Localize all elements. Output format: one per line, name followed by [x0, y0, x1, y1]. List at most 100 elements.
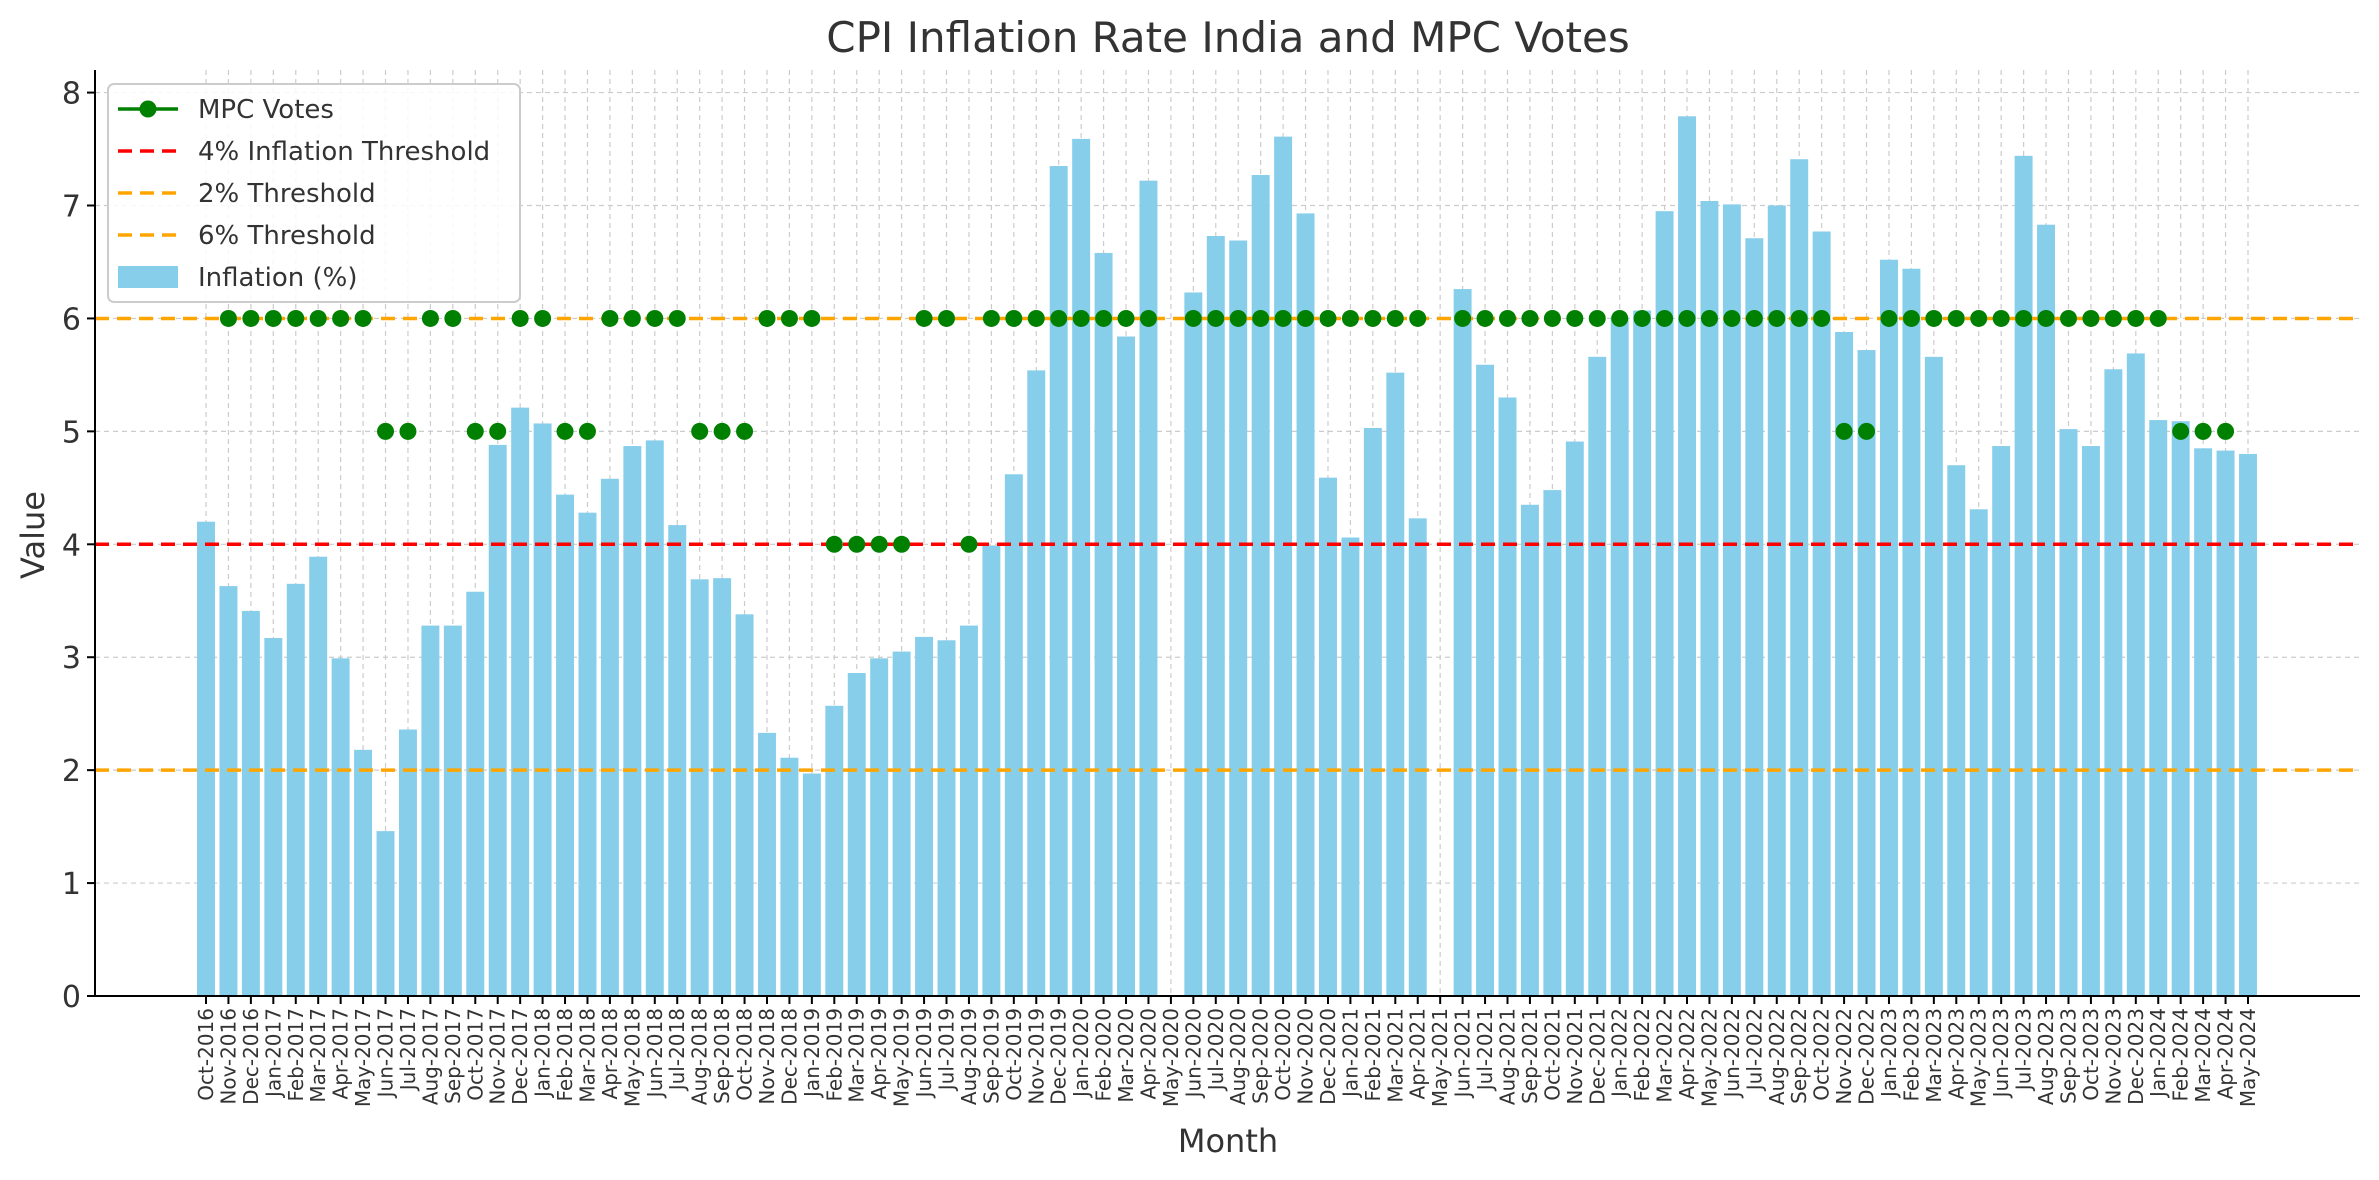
x-tick-label: Sep-2020 — [1249, 1008, 1273, 1104]
x-tick-label: Feb-2023 — [1899, 1008, 1923, 1102]
x-tick-label: Dec-2018 — [777, 1008, 801, 1105]
mpc-vote-marker — [1745, 309, 1763, 327]
inflation-bar — [1678, 116, 1696, 997]
inflation-bar — [915, 636, 934, 996]
inflation-bar — [2104, 369, 2123, 996]
mpc-vote-marker — [556, 422, 574, 440]
y-axis-title: Value — [14, 491, 52, 579]
inflation-bar — [847, 673, 866, 996]
inflation-bar — [1341, 537, 1360, 996]
inflation-bar — [1319, 477, 1337, 996]
mpc-vote-marker — [1297, 309, 1315, 327]
x-tick-label: Nov-2022 — [1832, 1008, 1856, 1105]
mpc-vote-marker — [1364, 309, 1382, 327]
inflation-bar — [1879, 259, 1898, 997]
x-tick-label: Jul-2021 — [1473, 1008, 1497, 1092]
x-tick-label: May-2021 — [1428, 1008, 1452, 1107]
legend-label: 2% Threshold — [198, 179, 376, 209]
mpc-vote-marker — [1498, 309, 1516, 327]
mpc-vote-marker — [2127, 309, 2145, 327]
inflation-bar — [1229, 240, 1248, 996]
mpc-vote-marker — [332, 309, 350, 327]
inflation-bar — [1072, 138, 1091, 996]
x-tick-label: Nov-2019 — [1024, 1008, 1048, 1105]
x-tick-label: May-2020 — [1159, 1008, 1183, 1107]
mpc-vote-marker — [1229, 309, 1247, 327]
inflation-bar — [488, 444, 507, 996]
x-tick-label: Jan-2023 — [1877, 1008, 1901, 1099]
inflation-bar — [937, 640, 956, 996]
x-tick-label: Oct-2021 — [1540, 1008, 1564, 1101]
inflation-bar — [1947, 465, 1966, 996]
mpc-vote-marker — [354, 309, 372, 327]
x-tick-label: Jan-2018 — [531, 1008, 555, 1099]
mpc-vote-marker — [736, 422, 754, 440]
mpc-vote-marker — [713, 422, 731, 440]
inflation-bar — [1610, 317, 1629, 996]
inflation-bar — [1835, 331, 1854, 996]
x-tick-label: Jun-2019 — [912, 1008, 936, 1099]
mpc-vote-marker — [1858, 422, 1876, 440]
inflation-bar — [197, 521, 215, 996]
mpc-vote-marker — [1252, 309, 1270, 327]
x-tick-label: Jun-2022 — [1720, 1008, 1744, 1099]
inflation-bar — [1902, 268, 1921, 996]
inflation-bar — [2037, 224, 2056, 996]
inflation-bar — [2081, 446, 2100, 996]
x-tick-label: Sep-2018 — [710, 1008, 734, 1104]
inflation-bar — [1924, 356, 1943, 997]
inflation-bar — [1588, 356, 1607, 997]
inflation-bar — [376, 831, 395, 996]
mpc-vote-marker — [1476, 309, 1494, 327]
inflation-bar — [959, 625, 978, 996]
mpc-vote-marker — [870, 535, 888, 553]
x-tick-label: Jun-2018 — [643, 1008, 667, 1099]
mpc-vote-marker — [489, 422, 507, 440]
mpc-vote-marker — [601, 309, 619, 327]
x-tick-label: Oct-2017 — [463, 1008, 487, 1101]
inflation-bar — [421, 625, 440, 996]
x-tick-label: Apr-2020 — [1136, 1008, 1160, 1099]
x-tick-label: Oct-2016 — [194, 1008, 218, 1101]
x-tick-labels: Oct-2016Nov-2016Dec-2016Jan-2017Feb-2017… — [194, 996, 2260, 1107]
x-tick-label: Dec-2023 — [2124, 1008, 2148, 1105]
x-tick-label: Jan-2020 — [1069, 1008, 1093, 1099]
mpc-vote-marker — [646, 309, 664, 327]
inflation-bar — [1745, 238, 1764, 996]
x-tick-label: Nov-2023 — [2101, 1008, 2125, 1105]
inflation-bar — [1296, 213, 1315, 997]
y-tick-label: 3 — [62, 641, 81, 676]
mpc-vote-marker — [1521, 309, 1539, 327]
inflation-bar — [600, 478, 619, 996]
x-tick-label: Aug-2022 — [1765, 1008, 1789, 1105]
x-tick-label: Aug-2018 — [688, 1008, 712, 1105]
inflation-bar — [982, 545, 1001, 996]
inflation-bar — [2194, 448, 2213, 996]
x-tick-label: Feb-2022 — [1630, 1008, 1654, 1102]
x-tick-label: Dec-2017 — [508, 1008, 532, 1105]
x-tick-label: Oct-2020 — [1271, 1008, 1295, 1101]
mpc-vote-marker — [1139, 309, 1157, 327]
inflation-bar — [870, 658, 889, 996]
x-tick-label: Jun-2023 — [1989, 1008, 2013, 1099]
x-tick-label: Jan-2024 — [2146, 1008, 2170, 1099]
mpc-vote-marker — [1813, 309, 1831, 327]
x-tick-label: Jun-2021 — [1451, 1008, 1475, 1099]
y-tick-label: 6 — [62, 302, 81, 337]
legend-label: Inflation (%) — [198, 263, 358, 293]
y-tick-label: 4 — [62, 528, 81, 563]
mpc-vote-marker — [1095, 309, 1113, 327]
inflation-bar — [1520, 504, 1539, 996]
legend: MPC Votes 4% Inflation Threshold 2% Thresh… — [107, 83, 521, 303]
x-tick-label: Dec-2016 — [239, 1008, 263, 1105]
x-tick-label: Jul-2018 — [665, 1008, 689, 1092]
y-tick-label: 1 — [62, 867, 81, 902]
x-tick-label: Jun-2017 — [374, 1008, 398, 1099]
inflation-bar — [1453, 289, 1472, 997]
x-tick-label: Aug-2021 — [1495, 1008, 1519, 1105]
legend-swatch-patch — [118, 266, 178, 288]
inflation-bar — [1004, 474, 1023, 996]
mpc-vote-marker — [848, 535, 866, 553]
mpc-vote-marker — [1925, 309, 1943, 327]
